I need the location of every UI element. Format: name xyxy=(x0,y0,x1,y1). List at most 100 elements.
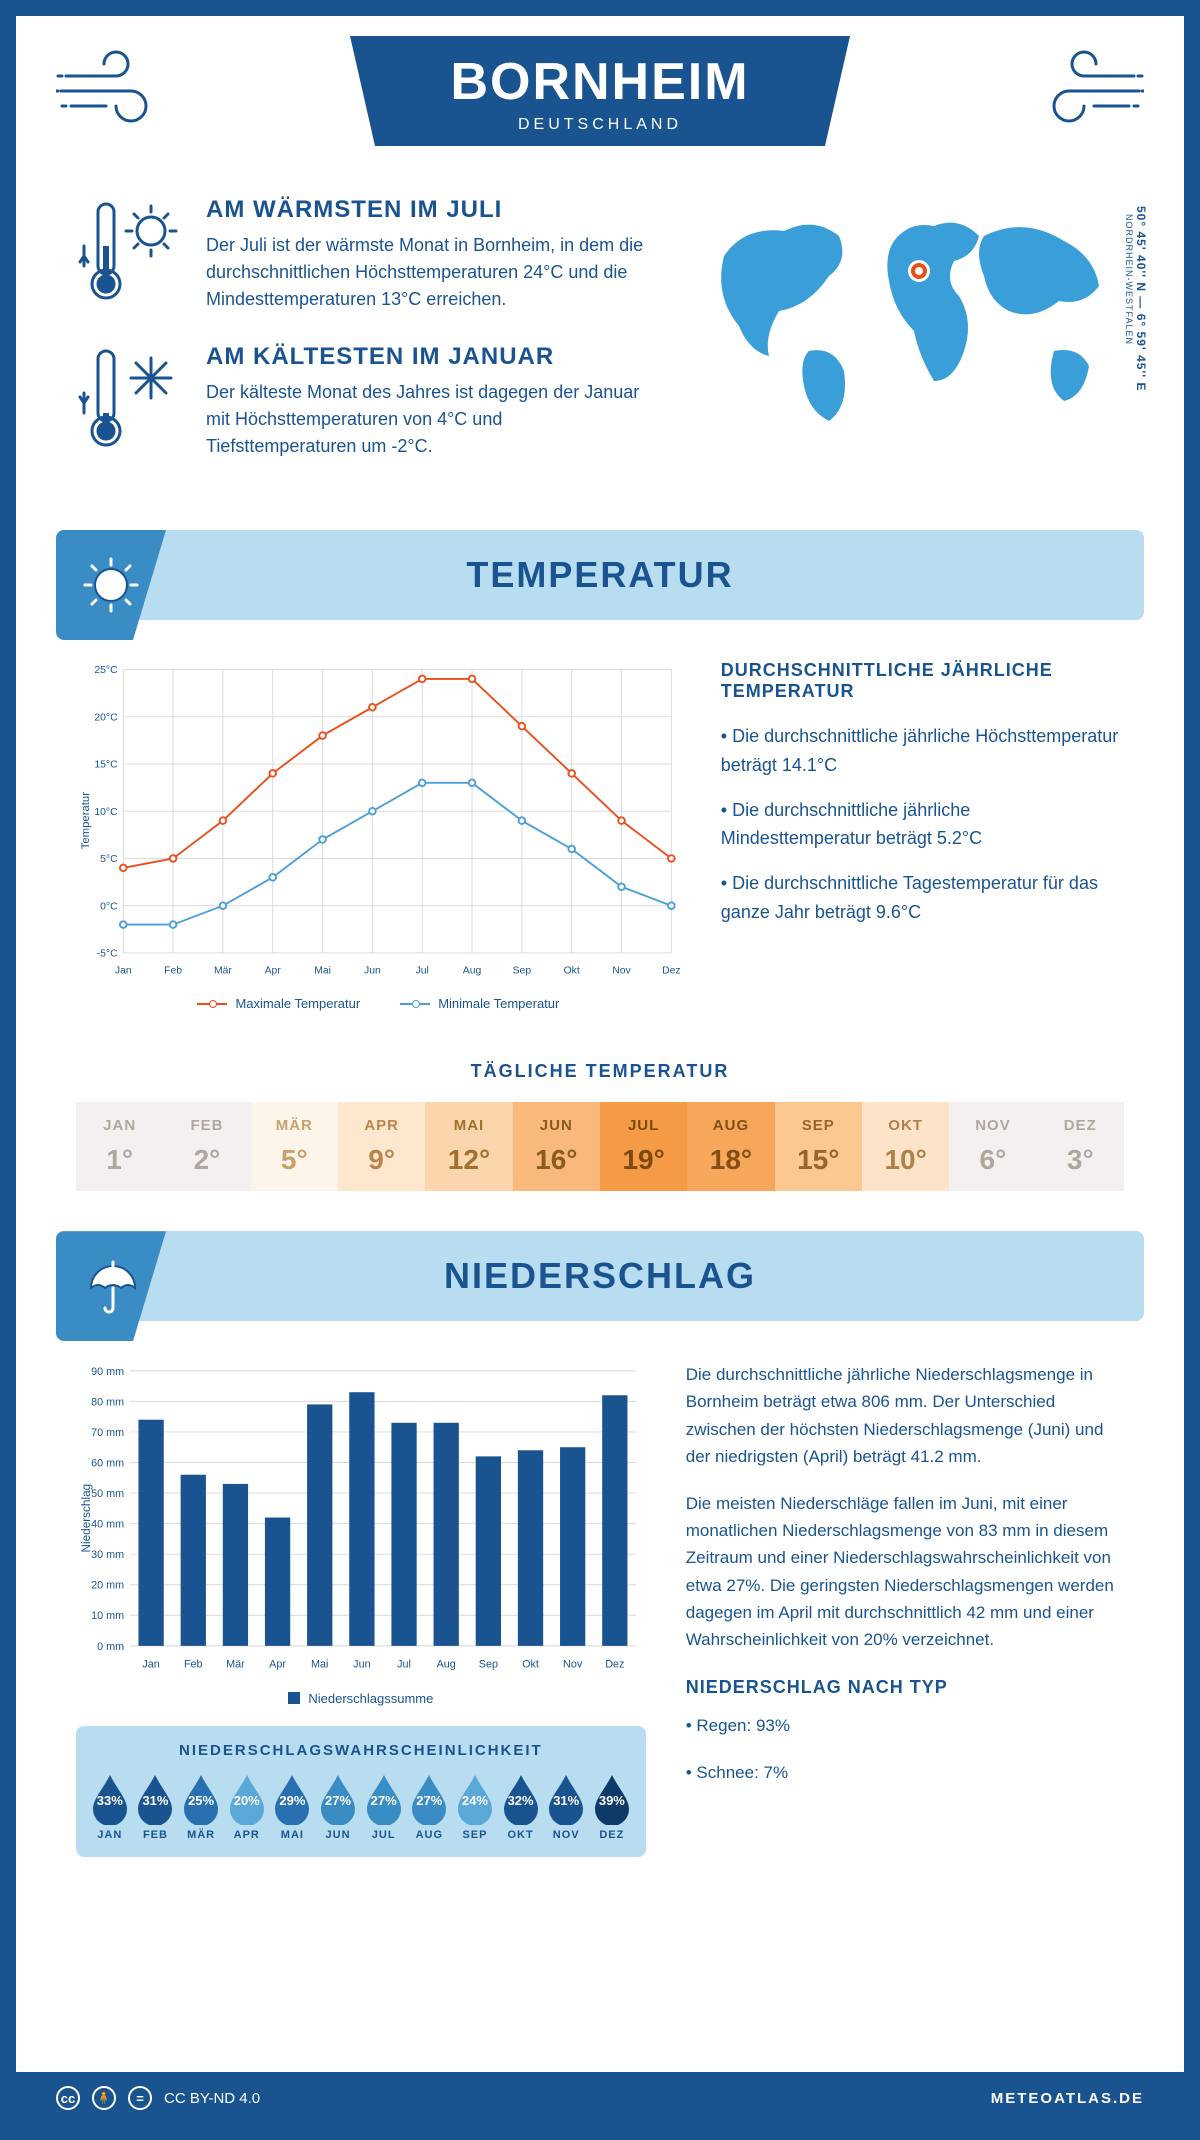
precip-p2: Die meisten Niederschläge fallen im Juni… xyxy=(686,1490,1124,1653)
svg-text:30 mm: 30 mm xyxy=(91,1549,124,1561)
raindrop-icon: 39% xyxy=(591,1773,633,1825)
precip-type-2: • Schnee: 7% xyxy=(686,1759,1124,1786)
coldest-title: AM KÄLTESTEN IM JANUAR xyxy=(206,343,654,371)
warmest-body: Der Juli ist der wärmste Monat in Bornhe… xyxy=(206,232,654,313)
svg-text:0 mm: 0 mm xyxy=(97,1641,124,1653)
temperature-section: -5°C0°C5°C10°C15°C20°C25°CJanFebMärAprMa… xyxy=(16,630,1184,1041)
svg-text:Temperatur: Temperatur xyxy=(80,792,92,850)
prob-cell: 39% DEZ xyxy=(590,1773,634,1841)
svg-text:Jun: Jun xyxy=(353,1659,370,1671)
prob-cell: 27% AUG xyxy=(407,1773,451,1841)
svg-text:Okt: Okt xyxy=(522,1659,539,1671)
header: BORNHEIM DEUTSCHLAND xyxy=(16,16,1184,176)
raindrop-icon: 32% xyxy=(500,1773,542,1825)
prob-cell: 29% MAI xyxy=(271,1773,315,1841)
raindrop-icon: 31% xyxy=(134,1773,176,1825)
daily-temp-cell: JUN16° xyxy=(513,1102,600,1191)
prob-cell: 27% JUN xyxy=(316,1773,360,1841)
daily-temp-cell: MAI12° xyxy=(425,1102,512,1191)
svg-text:Jul: Jul xyxy=(397,1659,411,1671)
svg-text:Jan: Jan xyxy=(115,966,132,977)
svg-text:Nov: Nov xyxy=(612,966,631,977)
prob-cell: 33% JAN xyxy=(88,1773,132,1841)
svg-text:Niederschlag: Niederschlag xyxy=(80,1484,93,1553)
daily-temp-title: TÄGLICHE TEMPERATUR xyxy=(16,1061,1184,1082)
infographic-container: BORNHEIM DEUTSCHLAND xyxy=(0,0,1200,2140)
daily-temp-cell: SEP15° xyxy=(775,1102,862,1191)
svg-text:Jan: Jan xyxy=(142,1659,159,1671)
temperature-line-chart: -5°C0°C5°C10°C15°C20°C25°CJanFebMärAprMa… xyxy=(76,660,681,981)
precipitation-section: 0 mm10 mm20 mm30 mm40 mm50 mm60 mm70 mm8… xyxy=(16,1331,1184,1886)
section-title-precipitation: NIEDERSCHLAG xyxy=(56,1255,1144,1297)
precipitation-bar-chart: 0 mm10 mm20 mm30 mm40 mm50 mm60 mm70 mm8… xyxy=(76,1361,646,1675)
license-text: CC BY-ND 4.0 xyxy=(164,2090,260,2107)
intro-row: AM WÄRMSTEN IM JULI Der Juli ist der wär… xyxy=(16,176,1184,520)
coldest-body: Der kälteste Monat des Jahres ist dagege… xyxy=(206,379,654,460)
temp-summary-p3: • Die durchschnittliche Tagestemperatur … xyxy=(721,869,1124,927)
svg-text:Mai: Mai xyxy=(314,966,331,977)
thermometer-cold-icon xyxy=(76,343,186,453)
precip-type-heading: NIEDERSCHLAG NACH TYP xyxy=(686,1673,1124,1702)
svg-text:Jun: Jun xyxy=(364,966,381,977)
umbrella-icon xyxy=(81,1256,141,1316)
raindrop-icon: 25% xyxy=(180,1773,222,1825)
svg-text:90 mm: 90 mm xyxy=(91,1366,124,1378)
svg-text:Okt: Okt xyxy=(564,966,580,977)
temp-legend: Maximale Temperatur Minimale Temperatur xyxy=(76,996,681,1011)
sun-icon xyxy=(81,555,141,615)
svg-text:Jul: Jul xyxy=(416,966,429,977)
svg-text:20 mm: 20 mm xyxy=(91,1580,124,1592)
svg-text:Apr: Apr xyxy=(265,966,282,977)
wind-icon-left xyxy=(56,36,176,136)
svg-text:15°C: 15°C xyxy=(94,760,118,771)
svg-text:0°C: 0°C xyxy=(100,901,118,912)
footer: cc 🧍 = CC BY-ND 4.0 METEOATLAS.DE xyxy=(16,2072,1184,2124)
svg-text:70 mm: 70 mm xyxy=(91,1427,124,1439)
precipitation-summary: Die durchschnittliche jährliche Niedersc… xyxy=(686,1361,1124,1856)
svg-text:Sep: Sep xyxy=(479,1659,498,1671)
svg-text:-5°C: -5°C xyxy=(97,949,118,960)
svg-text:Dez: Dez xyxy=(605,1659,624,1671)
svg-text:80 mm: 80 mm xyxy=(91,1397,124,1409)
svg-text:50 mm: 50 mm xyxy=(91,1488,124,1500)
svg-text:10 mm: 10 mm xyxy=(91,1611,124,1623)
coords-region: NORDRHEIN-WESTFALEN xyxy=(1124,214,1134,391)
legend-min: Minimale Temperatur xyxy=(438,996,559,1011)
svg-text:Mär: Mär xyxy=(214,966,232,977)
title-banner: BORNHEIM DEUTSCHLAND xyxy=(176,36,1024,146)
precipitation-probability-box: NIEDERSCHLAGSWAHRSCHEINLICHKEIT 33% JAN … xyxy=(76,1726,646,1857)
daily-temp-cell: DEZ3° xyxy=(1037,1102,1124,1191)
daily-temp-cell: FEB2° xyxy=(163,1102,250,1191)
coords-latlon: 50° 45' 40'' N — 6° 59' 45'' E xyxy=(1134,206,1148,391)
precip-p1: Die durchschnittliche jährliche Niedersc… xyxy=(686,1361,1124,1470)
daily-temp-cell: NOV6° xyxy=(949,1102,1036,1191)
thermometer-hot-icon xyxy=(76,196,186,306)
daily-temp-cell: JAN1° xyxy=(76,1102,163,1191)
temp-summary-heading: DURCHSCHNITTLICHE JÄHRLICHE TEMPERATUR xyxy=(721,660,1124,702)
legend-max: Maximale Temperatur xyxy=(235,996,360,1011)
daily-temp-cell: MÄR5° xyxy=(251,1102,338,1191)
prob-cell: 31% FEB xyxy=(134,1773,178,1841)
svg-text:Apr: Apr xyxy=(269,1659,286,1671)
prob-cell: 32% OKT xyxy=(499,1773,543,1841)
svg-text:25°C: 25°C xyxy=(94,665,118,676)
prob-title: NIEDERSCHLAGSWAHRSCHEINLICHKEIT xyxy=(88,1742,634,1759)
coldest-fact: AM KÄLTESTEN IM JANUAR Der kälteste Mona… xyxy=(76,343,654,460)
svg-text:Sep: Sep xyxy=(513,966,532,977)
svg-text:Aug: Aug xyxy=(437,1659,456,1671)
coordinates: 50° 45' 40'' N — 6° 59' 45'' E NORDRHEIN… xyxy=(1124,206,1148,391)
temperature-summary: DURCHSCHNITTLICHE JÄHRLICHE TEMPERATUR •… xyxy=(721,660,1124,1011)
daily-temp-cell: JUL19° xyxy=(600,1102,687,1191)
cc-icon: cc xyxy=(56,2086,80,2110)
svg-text:Feb: Feb xyxy=(184,1659,203,1671)
precip-type-1: • Regen: 93% xyxy=(686,1712,1124,1739)
raindrop-icon: 33% xyxy=(89,1773,131,1825)
warmest-fact: AM WÄRMSTEN IM JULI Der Juli ist der wär… xyxy=(76,196,654,313)
precip-legend-label: Niederschlagssumme xyxy=(308,1691,433,1706)
raindrop-icon: 27% xyxy=(363,1773,405,1825)
prob-cell: 31% NOV xyxy=(544,1773,588,1841)
daily-temp-cell: OKT10° xyxy=(862,1102,949,1191)
daily-temp-cell: APR9° xyxy=(338,1102,425,1191)
world-map-area: 50° 45' 40'' N — 6° 59' 45'' E NORDRHEIN… xyxy=(694,196,1124,490)
svg-text:10°C: 10°C xyxy=(94,807,118,818)
